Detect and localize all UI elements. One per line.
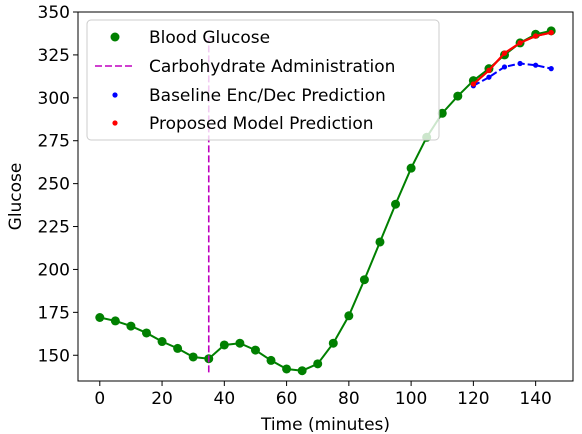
- baseline-enc-dec-prediction-point: [548, 66, 554, 72]
- blood-glucose-point: [173, 343, 183, 353]
- blood-glucose-point: [297, 366, 307, 376]
- baseline-enc-dec-prediction-point: [533, 62, 539, 68]
- baseline-enc-dec-prediction-point: [486, 74, 492, 80]
- blood-glucose-point: [313, 359, 323, 369]
- blood-glucose-point: [141, 328, 151, 338]
- proposed-model-prediction-line: [472, 31, 552, 85]
- y-tick-label: 350: [38, 3, 70, 23]
- x-tick-label: 20: [151, 389, 173, 409]
- blood-glucose-point: [391, 199, 401, 209]
- y-tick-label: 175: [38, 303, 70, 323]
- blood-glucose-point: [328, 338, 338, 348]
- y-tick-label: 275: [38, 132, 70, 152]
- legend-label: Carbohydrate Administration: [149, 57, 395, 77]
- proposed-model-prediction-overlay-point: [548, 29, 554, 36]
- legend-box: [86, 19, 440, 141]
- x-tick-label: 40: [214, 389, 236, 409]
- legend-swatch-baseline: [112, 92, 118, 98]
- proposed-model-prediction-overlay-point: [501, 50, 508, 56]
- x-tick-label: 60: [276, 389, 298, 409]
- legend-label: Blood Glucose: [149, 28, 270, 48]
- x-tick-label: 0: [94, 389, 105, 409]
- x-tick-label: 80: [338, 389, 360, 409]
- legend-label: Baseline Enc/Dec Prediction: [149, 86, 386, 106]
- blood-glucose-point: [250, 345, 260, 355]
- y-tick-label: 150: [38, 346, 70, 366]
- blood-glucose-point: [359, 275, 369, 285]
- x-tick-label: 100: [395, 389, 427, 409]
- y-tick-label: 325: [38, 46, 70, 66]
- y-axis-label: Glucose: [6, 163, 26, 231]
- x-tick-label: 120: [457, 389, 489, 409]
- proposed-model-prediction-overlay-point: [486, 67, 492, 73]
- y-tick-label: 200: [38, 260, 70, 280]
- blood-glucose-point: [110, 316, 120, 326]
- proposed-model-prediction-overlay-point: [470, 81, 476, 87]
- legend: Blood Glucose Carbohydrate Administration…: [86, 19, 440, 141]
- baseline-enc-dec-prediction-point: [517, 60, 523, 67]
- proposed-model-prediction-overlay: [472, 31, 552, 85]
- blood-glucose-point: [235, 338, 245, 348]
- legend-swatch-proposed: [112, 120, 118, 126]
- blood-glucose-point: [95, 312, 105, 322]
- series-layer: [95, 26, 556, 376]
- blood-glucose-point: [344, 311, 354, 321]
- x-tick-label: 140: [519, 389, 551, 409]
- y-tick-label: 300: [38, 89, 70, 109]
- legend-label: Proposed Model Prediction: [149, 114, 374, 134]
- y-axis: 150 175 200 225 250 275 300 325 350: [38, 3, 78, 366]
- y-tick-label: 225: [38, 218, 70, 238]
- blood-glucose-point: [219, 340, 229, 350]
- blood-glucose-point: [188, 352, 198, 362]
- blood-glucose-point: [157, 337, 167, 347]
- blood-glucose-point: [453, 91, 463, 101]
- blood-glucose-point: [406, 163, 416, 173]
- x-axis: 0 20 40 60 80 100 120 140: [94, 381, 552, 409]
- blood-glucose-point: [282, 364, 292, 374]
- baseline-enc-dec-prediction-point: [501, 64, 508, 70]
- x-axis-label: Time (minutes): [260, 415, 390, 434]
- blood-glucose-point: [266, 355, 276, 365]
- blood-glucose-point: [437, 108, 447, 118]
- blood-glucose-point: [375, 237, 385, 247]
- proposed-model-prediction-overlay-point: [533, 33, 539, 39]
- plot-frame: [77, 11, 574, 382]
- y-tick-label: 250: [38, 175, 70, 195]
- blood-glucose-point: [126, 321, 136, 331]
- proposed-model-prediction-overlay-point: [517, 40, 523, 46]
- legend-swatch-blood-glucose: [110, 32, 120, 42]
- baseline-enc-dec-prediction-line: [472, 62, 552, 87]
